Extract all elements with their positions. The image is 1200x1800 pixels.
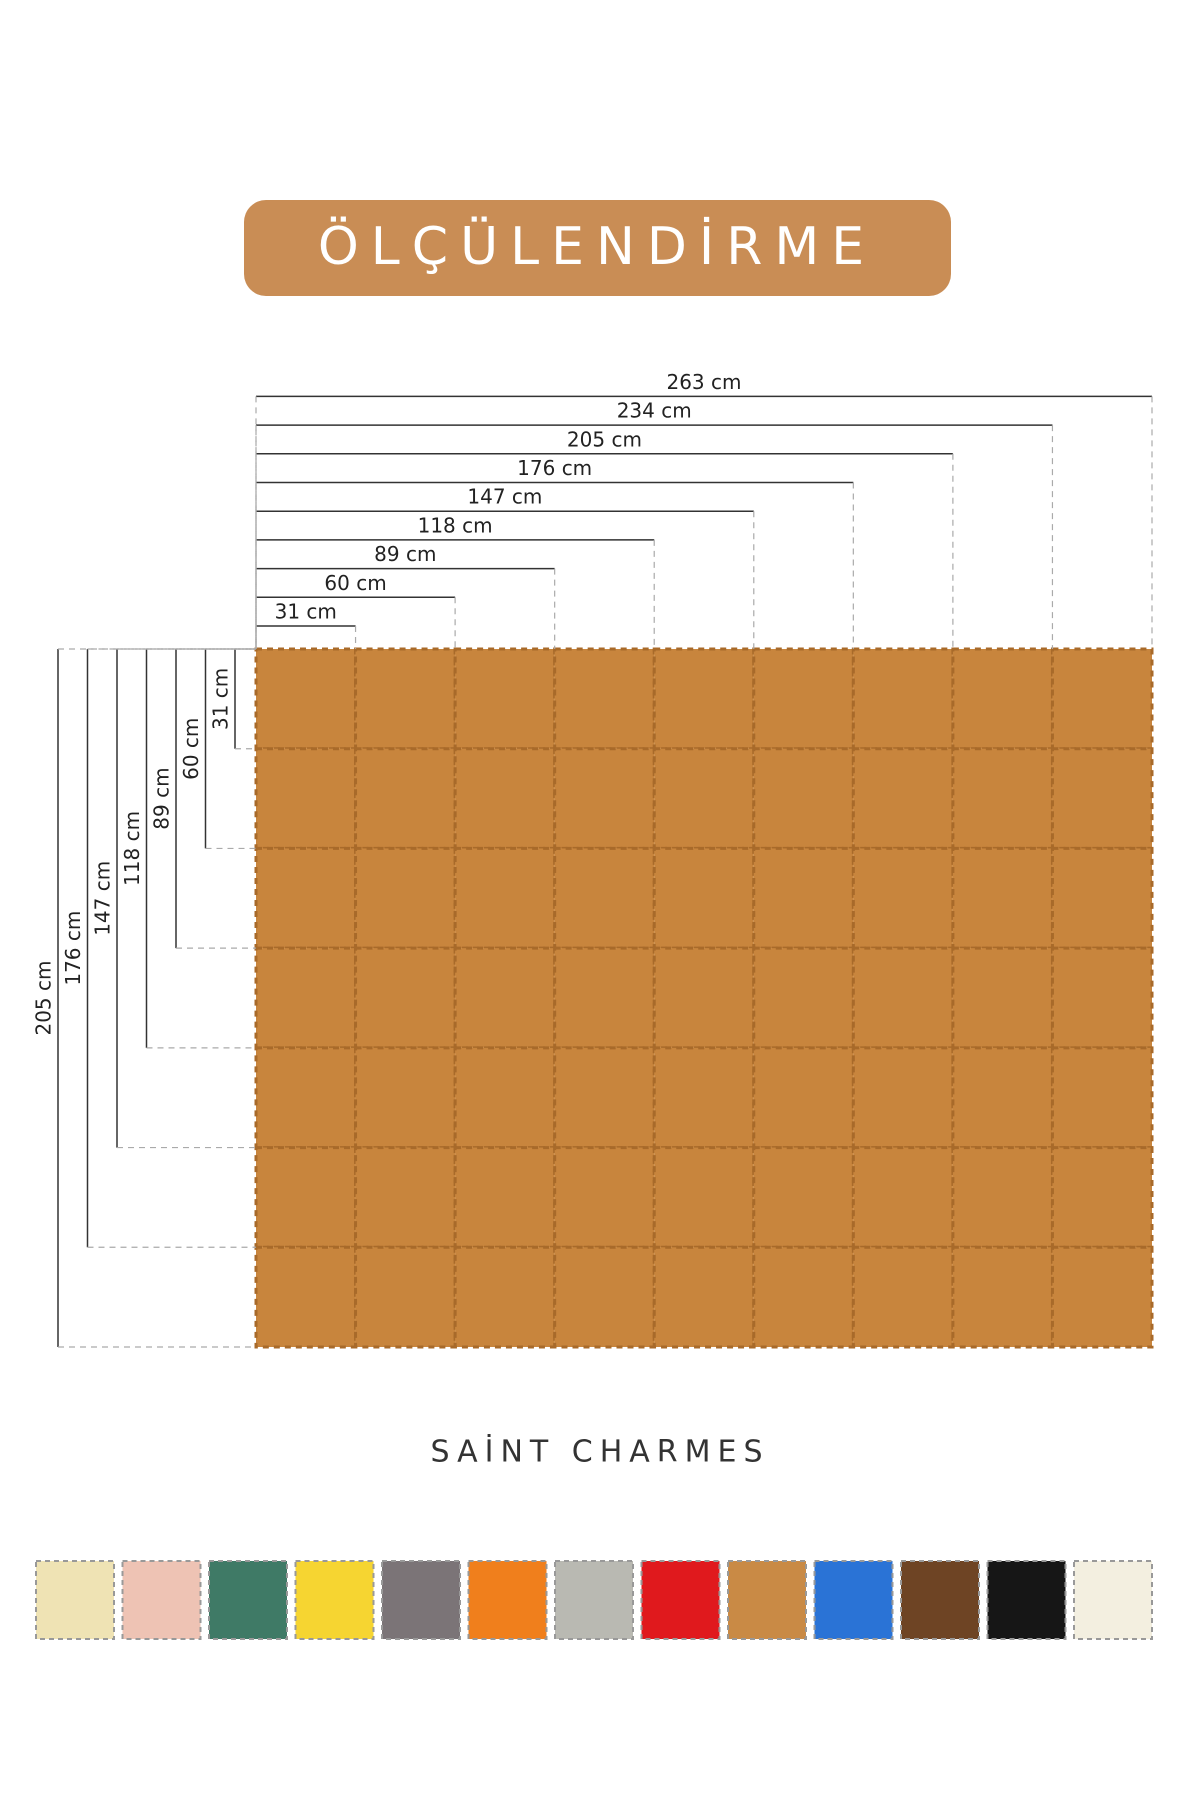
height-label: 147 cm: [91, 861, 115, 936]
tile: [254, 1146, 358, 1249]
title-pill: [244, 200, 951, 296]
height-label: 118 cm: [120, 811, 144, 886]
tile: [453, 647, 557, 751]
tile: [553, 946, 656, 1050]
tile: [553, 1046, 656, 1150]
tile: [851, 1046, 955, 1150]
tile: [453, 946, 557, 1050]
tile: [254, 1046, 358, 1150]
color-swatch: [381, 1560, 461, 1640]
tile: [553, 1245, 656, 1349]
tile: [354, 846, 457, 950]
tile: [1050, 1245, 1154, 1349]
tile: [752, 1245, 855, 1349]
tile: [354, 647, 457, 751]
tile: [553, 647, 656, 751]
color-swatch: [813, 1560, 894, 1640]
tile: [453, 1146, 557, 1249]
color-swatch: [554, 1560, 634, 1640]
height-label: 205 cm: [32, 960, 56, 1035]
tile: [254, 1245, 358, 1349]
tile: [652, 846, 756, 950]
color-swatch: [35, 1560, 115, 1640]
tile: [453, 1046, 557, 1150]
title: ÖLÇÜLENDİRME: [318, 216, 876, 277]
tile: [354, 1245, 457, 1349]
tile: [354, 747, 457, 850]
tile: [453, 1245, 557, 1349]
color-swatch: [900, 1560, 980, 1640]
tile: [752, 1046, 855, 1150]
tile: [354, 1146, 457, 1249]
brand: SAİNT CHARMES: [430, 1434, 769, 1470]
tile: [951, 1146, 1054, 1249]
tile: [951, 747, 1054, 850]
height-label: 31 cm: [209, 668, 233, 730]
color-swatch: [467, 1560, 548, 1640]
color-swatch: [208, 1560, 288, 1640]
width-label: 205 cm: [567, 427, 642, 451]
color-swatch: [727, 1560, 807, 1640]
tile: [1050, 946, 1154, 1050]
tile: [254, 747, 358, 850]
tile: [354, 1046, 457, 1150]
tile: [1050, 747, 1154, 850]
tile: [254, 846, 358, 950]
height-label: 89 cm: [150, 767, 174, 829]
tile: [752, 946, 855, 1050]
tile: [453, 747, 557, 850]
width-label: 176 cm: [517, 456, 592, 480]
tile: [652, 1046, 756, 1150]
width-label: 89 cm: [374, 542, 436, 566]
tile: [254, 647, 358, 751]
tile: [1050, 1146, 1154, 1249]
width-label: 31 cm: [275, 600, 337, 624]
color-swatch: [640, 1560, 721, 1640]
height-label: 60 cm: [179, 718, 203, 780]
tile: [652, 747, 756, 850]
tile: [951, 647, 1054, 751]
tile: [553, 747, 656, 850]
width-label: 234 cm: [617, 399, 692, 423]
tile: [951, 946, 1054, 1050]
tile: [652, 946, 756, 1050]
tile: [851, 647, 955, 751]
color-swatch: [986, 1560, 1067, 1640]
width-label: 118 cm: [418, 513, 493, 537]
tile: [851, 1146, 955, 1249]
color-swatch: [1073, 1560, 1153, 1640]
tile: [1050, 1046, 1154, 1150]
tile: [453, 846, 557, 950]
tile: [652, 1146, 756, 1249]
width-label: 60 cm: [324, 571, 386, 595]
tile: [652, 647, 756, 751]
tile: [1050, 647, 1154, 751]
tile: [752, 1146, 855, 1249]
tile: [254, 946, 358, 1050]
color-swatch: [294, 1560, 375, 1640]
tile: [851, 846, 955, 950]
tile: [951, 1046, 1054, 1150]
tile: [553, 846, 656, 950]
tile: [851, 1245, 955, 1349]
width-label: 263 cm: [666, 370, 741, 394]
tile: [752, 846, 855, 950]
tile: [354, 946, 457, 1050]
tile: [951, 1245, 1054, 1349]
width-label: 147 cm: [467, 485, 542, 509]
tile: [652, 1245, 756, 1349]
tile: [752, 647, 855, 751]
height-label: 176 cm: [61, 911, 85, 986]
tile: [752, 747, 855, 850]
color-swatch: [121, 1560, 202, 1640]
tile: [851, 946, 955, 1050]
tile: [1050, 846, 1154, 950]
tile: [951, 846, 1054, 950]
tile: [851, 747, 955, 850]
tile: [553, 1146, 656, 1249]
